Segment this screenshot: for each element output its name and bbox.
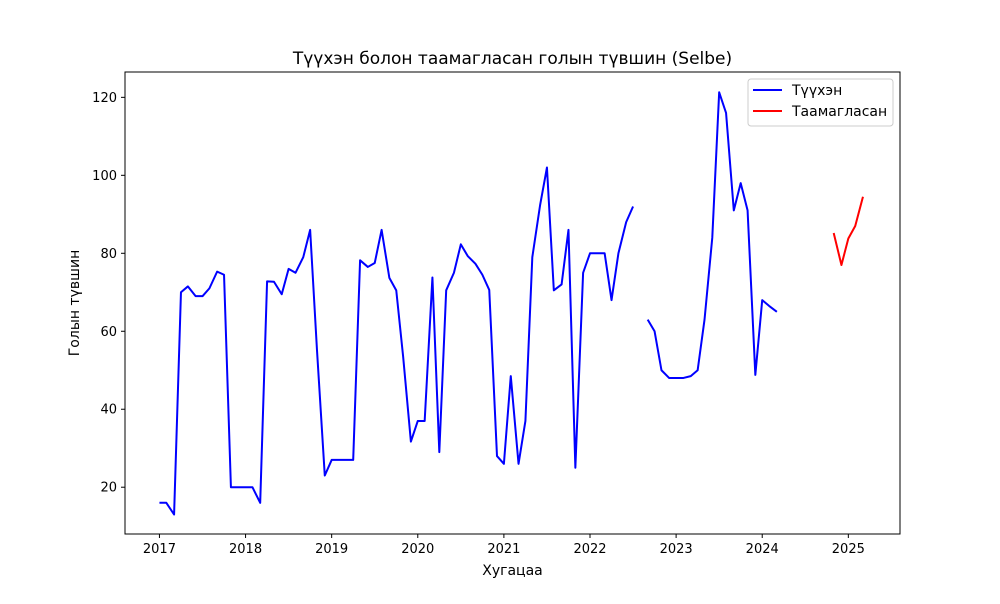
- y-tick-label: 20: [100, 481, 117, 496]
- x-tick-label: 2017: [143, 542, 176, 557]
- series-line-historical: [646, 91, 778, 380]
- legend-box: [747, 78, 894, 127]
- plot-frame: [124, 71, 901, 535]
- x-tick-label: 2021: [487, 542, 520, 557]
- x-axis: 2017 2018 2019 2020 2021 2022 2023 2024 2025: [143, 534, 865, 557]
- x-tick-label: 2025: [832, 542, 865, 557]
- plot-lines: [159, 91, 864, 516]
- x-tick-label: 2019: [315, 542, 348, 557]
- y-tick-label: 40: [100, 403, 117, 418]
- x-tick-label: 2024: [746, 542, 779, 557]
- x-tick-label: 2018: [229, 542, 262, 557]
- y-tick-label: 100: [92, 169, 117, 184]
- legend: Түүхэн Таамагласан: [747, 78, 894, 127]
- chart-title: Түүхэн болон таамагласан голын түвшин (S…: [292, 49, 732, 69]
- y-axis: 20 40 60 80 100 120: [92, 91, 125, 496]
- y-axis-title: Голын түвшин: [67, 250, 83, 356]
- y-tick-label: 120: [92, 91, 117, 106]
- x-tick-label: 2023: [660, 542, 693, 557]
- y-tick-label: 80: [100, 247, 117, 262]
- x-axis-title: Хугацаа: [482, 563, 543, 579]
- legend-label: Түүхэн: [791, 83, 842, 99]
- series-line-forecast: [832, 196, 864, 266]
- x-tick-label: 2020: [401, 542, 434, 557]
- series-line-historical: [159, 166, 634, 516]
- legend-label: Таамагласан: [791, 104, 887, 120]
- y-tick-label: 60: [100, 325, 117, 340]
- x-tick-label: 2022: [573, 542, 606, 557]
